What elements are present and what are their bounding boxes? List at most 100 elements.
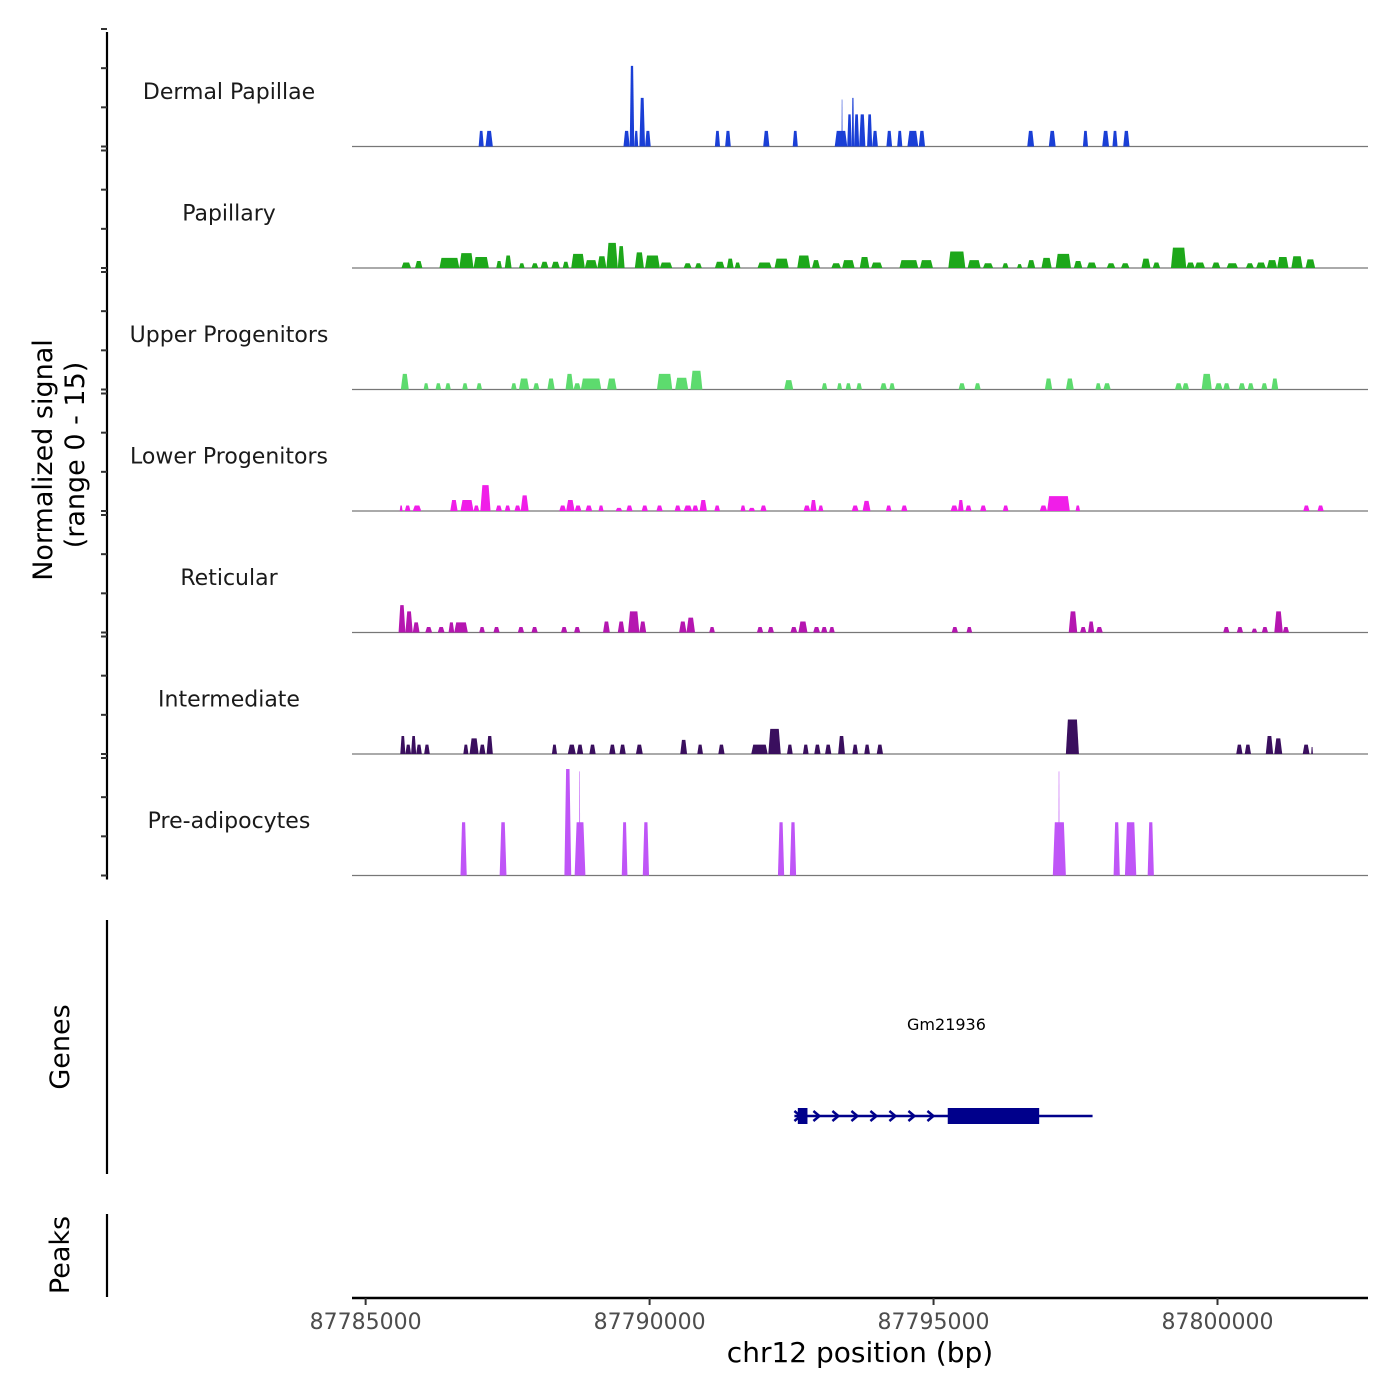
signal-peak: [836, 383, 843, 390]
signal-peak: [803, 505, 811, 511]
gene-exon: [947, 1108, 1040, 1124]
signal-peak: [473, 505, 480, 511]
signal-peak: [1141, 258, 1151, 268]
signal-peak: [531, 627, 538, 633]
track-label: Dermal Papillae: [143, 80, 315, 105]
signal-peak: [1244, 744, 1252, 754]
signal-peak: [683, 263, 692, 268]
signal-peak: [405, 611, 413, 633]
signal-peak: [901, 505, 908, 511]
signal-peak: [1027, 130, 1035, 147]
signal-peak: [967, 260, 981, 268]
signal-peak: [886, 130, 893, 147]
signal-peak: [864, 744, 870, 754]
signal-peak: [718, 744, 725, 754]
signal-peak: [958, 383, 966, 390]
signal-peak: [683, 505, 693, 511]
signal-peak: [1265, 735, 1274, 754]
signal-peak: [1182, 383, 1190, 390]
signal-peak: [982, 263, 994, 268]
signal-peak: [606, 242, 618, 268]
signal-peak: [400, 735, 406, 754]
signal-peak: [1058, 771, 1060, 876]
signal-peak: [496, 260, 502, 268]
genes-track-title: Genes: [45, 1004, 76, 1089]
signal-peak: [1305, 259, 1316, 268]
signal-peak: [589, 744, 596, 754]
signal-peak: [740, 505, 746, 511]
signal-peak: [1274, 738, 1283, 754]
signal-peak: [897, 130, 903, 147]
signal-peak: [1261, 383, 1268, 390]
signal-peak: [714, 505, 721, 511]
signal-peak: [1152, 262, 1161, 268]
signal-peak: [867, 114, 873, 147]
signal-peak: [469, 738, 479, 754]
signal-peak: [756, 627, 764, 633]
signal-peak: [480, 485, 491, 511]
signal-peak: [829, 627, 835, 633]
signal-peak: [777, 822, 785, 876]
strand-arrow-icon: [850, 1110, 860, 1122]
signal-peak: [859, 257, 870, 268]
signal-peak: [566, 500, 575, 511]
signal-peak: [1041, 257, 1052, 268]
signal-peak: [974, 383, 981, 390]
signal-peak: [841, 99, 843, 147]
signal-peak: [812, 260, 820, 268]
track-pre-adipocytes: [352, 768, 1368, 877]
signal-peak: [645, 130, 651, 147]
signal-peak: [629, 65, 635, 147]
signal-peak: [399, 505, 403, 511]
track-upper-progenitors: [352, 370, 1368, 391]
signal-peak: [1194, 262, 1206, 268]
signal-peak: [559, 505, 567, 511]
signal-peak: [918, 130, 926, 147]
signal-peak: [813, 627, 820, 633]
signal-peak: [635, 744, 643, 754]
signal-peak: [852, 744, 859, 754]
signal-peak: [1291, 256, 1303, 268]
signal-peak: [789, 822, 797, 876]
track-label: Lower Progenitors: [130, 445, 328, 470]
signal-peak: [714, 261, 725, 268]
signal-peak: [603, 621, 610, 633]
signal-peak: [1065, 719, 1079, 754]
track-label: Pre-adipocytes: [148, 809, 311, 834]
signal-peak: [854, 114, 860, 147]
signal-peak: [1317, 505, 1324, 511]
signal-peak: [1048, 130, 1056, 147]
signal-peak: [412, 505, 422, 511]
signal-peak: [1124, 822, 1137, 876]
signal-peak: [540, 261, 549, 268]
signal-peak: [1039, 505, 1048, 511]
signal-peak: [609, 744, 616, 754]
signal-peak: [851, 97, 855, 147]
signal-peak: [950, 505, 958, 511]
signal-peak: [885, 505, 892, 511]
signal-peak: [810, 500, 817, 511]
signal-peak: [862, 500, 871, 511]
signal-peak: [751, 744, 768, 754]
signal-peak: [802, 744, 809, 754]
signal-peak: [1256, 262, 1266, 268]
signal-peak: [1303, 505, 1310, 511]
signal-peak: [1095, 383, 1102, 390]
signal-peak: [416, 744, 422, 754]
signal-peak: [798, 621, 808, 633]
signal-peak: [514, 505, 521, 511]
signal-peak: [400, 373, 409, 390]
signal-peak: [1002, 263, 1009, 268]
signal-peak: [584, 260, 598, 268]
signal-peak: [889, 383, 895, 390]
signal-peak: [405, 744, 412, 754]
signal-peak: [1223, 627, 1230, 633]
signal-peak: [547, 378, 555, 390]
signal-peak: [606, 378, 617, 390]
signal-peak: [485, 130, 493, 147]
signal-peak: [517, 627, 525, 633]
signal-peak: [768, 728, 781, 754]
x-tick-label: 87795000: [878, 1310, 990, 1335]
strand-arrow-icon: [812, 1110, 822, 1122]
signal-peak: [825, 744, 832, 754]
